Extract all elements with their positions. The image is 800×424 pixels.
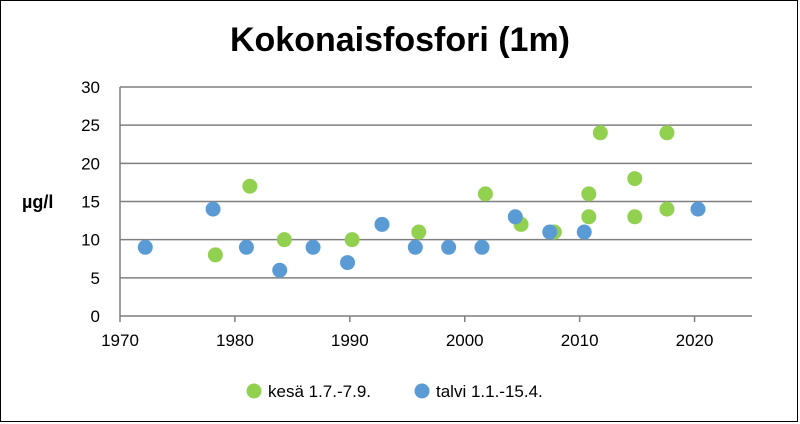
y-tick-label: 10 [81,231,100,250]
x-tick-label: 2010 [561,331,599,350]
x-tick-label: 2000 [446,331,484,350]
data-point [581,209,597,225]
data-point [137,239,153,255]
data-point [242,178,258,194]
data-point [576,224,592,240]
data-point [374,216,390,232]
legend-marker [414,383,430,399]
data-point [592,125,608,141]
data-point [207,247,223,263]
data-point [407,239,423,255]
data-point [411,224,427,240]
data-point [690,201,706,217]
data-point [659,201,675,217]
legend-label: talvi 1.1.-15.4. [436,382,543,401]
x-tick-label: 1980 [216,331,254,350]
data-point [340,255,356,271]
data-point [441,239,457,255]
y-tick-label: 5 [91,269,100,288]
data-point [238,239,254,255]
legend-marker [246,383,262,399]
data-point [659,125,675,141]
y-tick-label: 20 [81,154,100,173]
data-points [137,125,706,278]
x-tick-labels: 1970 1980 1990 2000 2010 2020 [101,331,713,350]
legend: kesä 1.7.-7.9. talvi 1.1.-15.4. [246,382,543,401]
x-tick-label: 2020 [676,331,714,350]
data-point [276,232,292,248]
data-point [305,239,321,255]
axes [119,87,752,322]
series-kesa [207,125,675,263]
data-point [627,209,643,225]
data-point [581,186,597,202]
y-tick-label: 15 [81,193,100,212]
data-point [507,209,523,225]
legend-label: kesä 1.7.-7.9. [268,382,371,401]
y-tick-label: 0 [91,307,100,326]
y-axis-label: µg/l [22,192,53,212]
series-talvi [137,201,706,278]
chart-title: Kokonaisfosfori (1m) [230,21,570,59]
data-point [474,239,490,255]
y-tick-label: 25 [81,116,100,135]
y-tick-label: 30 [81,78,100,97]
data-point [477,186,493,202]
x-tick-label: 1970 [101,331,139,350]
y-tick-labels: 0 5 10 15 20 25 30 [81,78,100,326]
data-point [627,171,643,187]
data-point [272,262,288,278]
x-tick-label: 1990 [331,331,369,350]
data-point [205,201,221,217]
data-point [542,224,558,240]
gridlines [120,86,752,279]
data-point [344,232,360,248]
